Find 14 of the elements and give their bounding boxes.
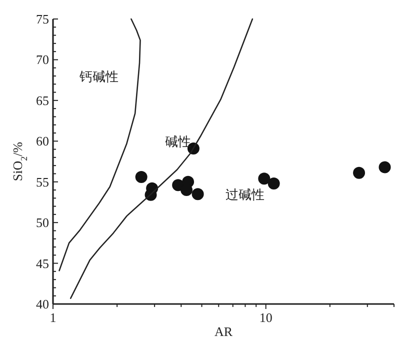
y-tick-label: 45	[36, 256, 49, 271]
x-tick-label: 10	[259, 310, 272, 325]
y-tick-label: 65	[36, 92, 49, 108]
y-tick-label: 40	[36, 296, 49, 312]
y-tick-label: 55	[36, 174, 49, 190]
annotation: 碱性	[165, 135, 191, 150]
y-tick-label: 75	[36, 12, 49, 26]
y-tick-label: 60	[36, 134, 49, 149]
annotation: 钙碱性	[78, 70, 118, 85]
x-tick-label: 1	[50, 310, 56, 325]
annotation: 过碱性	[226, 188, 264, 203]
y-tick-label: 70	[36, 52, 49, 68]
x-axis-title: AR	[214, 324, 233, 339]
y-tick-label: 50	[36, 215, 49, 230]
